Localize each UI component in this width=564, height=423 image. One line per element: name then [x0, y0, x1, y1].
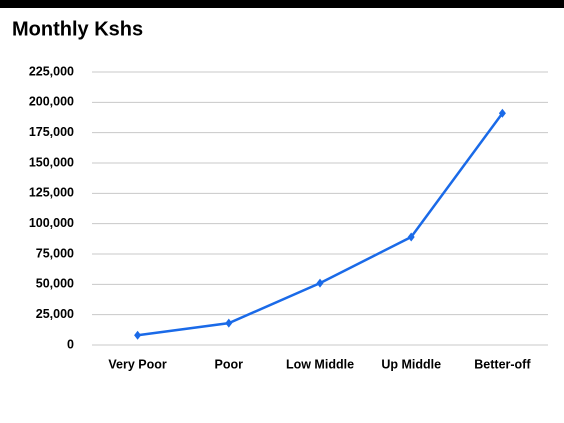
line — [137, 112, 504, 337]
x-tick-label: Up Middle — [381, 357, 441, 371]
marker — [316, 278, 324, 288]
y-tick-label: 200,000 — [29, 95, 74, 109]
y-tick-label: 100,000 — [29, 216, 74, 230]
top-bar — [0, 0, 564, 8]
y-tick-label: 125,000 — [29, 186, 74, 200]
y-tick-label: 225,000 — [29, 64, 74, 78]
y-tick-label: 175,000 — [29, 125, 74, 139]
y-tick-label: 0 — [67, 337, 74, 351]
marker — [498, 108, 506, 118]
x-tick-label: Better-off — [474, 357, 531, 371]
marker — [134, 330, 142, 340]
y-tick-label: 25,000 — [36, 307, 74, 321]
x-tick-label: Low Middle — [286, 357, 354, 371]
y-tick-label: 50,000 — [36, 277, 74, 291]
marker — [225, 318, 233, 328]
x-tick-label: Poor — [215, 357, 244, 371]
chart-title: Monthly Kshs — [12, 18, 143, 40]
marker — [407, 232, 415, 242]
y-tick-label: 75,000 — [36, 246, 74, 260]
x-tick-label: Very Poor — [108, 357, 166, 371]
y-tick-label: 150,000 — [29, 155, 74, 169]
